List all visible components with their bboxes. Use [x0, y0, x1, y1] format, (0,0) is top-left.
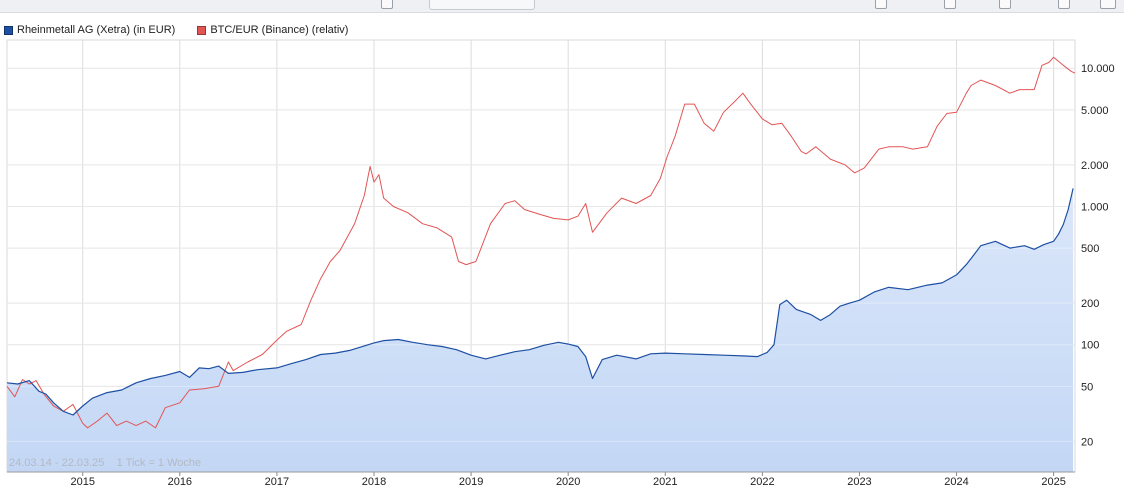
range-note: 24.03.14 - 22.03.25 1 Tick = 1 Woche [9, 457, 201, 469]
y-tick-label: 50 [1081, 381, 1093, 393]
legend-item-btc[interactable]: BTC/EUR (Binance) (relativ) [197, 24, 348, 36]
tools-icon[interactable] [999, 0, 1011, 9]
series-area-rheinmetall [7, 188, 1074, 472]
legend: Rheinmetall AG (Xetra) (in EUR) BTC/EUR … [4, 23, 370, 37]
y-tick-label: 1.000 [1081, 201, 1109, 213]
y-tick-label: 10.000 [1081, 63, 1115, 75]
y-tick-label: 2.000 [1081, 160, 1109, 172]
legend-item-rheinmetall[interactable]: Rheinmetall AG (Xetra) (in EUR) [4, 24, 175, 36]
tab-button[interactable] [429, 0, 535, 10]
x-tick-label: 2017 [265, 476, 289, 486]
x-tick-label: 2015 [70, 476, 94, 486]
legend-swatch-btc [197, 25, 207, 35]
y-tick-label: 500 [1081, 243, 1099, 255]
x-tick-label: 2020 [556, 476, 580, 486]
series-line-btc [6, 56, 1076, 429]
screen-icon[interactable] [1100, 0, 1116, 9]
y-tick-label: 200 [1081, 298, 1099, 310]
y-tick-label: 20 [1081, 436, 1093, 448]
tick-info: 1 Tick = 1 Woche [116, 457, 202, 469]
x-tick-label: 2023 [847, 476, 871, 486]
zoom-icon[interactable] [944, 0, 956, 9]
zoom-icon[interactable] [875, 0, 887, 9]
legend-label-btc: BTC/EUR (Binance) (relativ) [210, 24, 349, 36]
y-tick-label: 5.000 [1081, 105, 1109, 117]
date-range: 24.03.14 - 22.03.25 [9, 457, 105, 469]
toolbar [0, 0, 1124, 13]
screen-icon[interactable] [1058, 0, 1070, 9]
window-icon[interactable] [381, 0, 393, 9]
legend-swatch-rheinmetall [4, 25, 13, 35]
x-tick-label: 2016 [168, 476, 192, 486]
x-tick-label: 2025 [1041, 476, 1065, 486]
x-tick-label: 2022 [750, 476, 774, 486]
series-line-rheinmetall [6, 188, 1074, 416]
x-tick-label: 2024 [944, 476, 968, 486]
y-tick-label: 100 [1081, 340, 1099, 352]
x-tick-label: 2019 [459, 476, 483, 486]
legend-label-rheinmetall: Rheinmetall AG (Xetra) (in EUR) [17, 24, 176, 36]
x-tick-label: 2021 [653, 476, 677, 486]
x-tick-label: 2018 [362, 476, 386, 486]
